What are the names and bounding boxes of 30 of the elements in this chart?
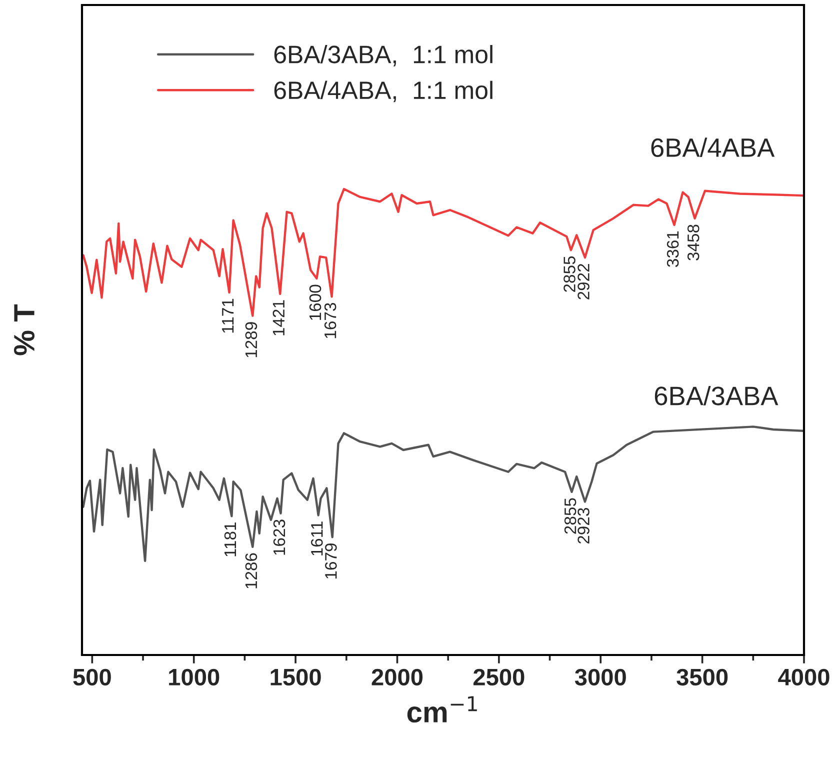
text: 6BA/4ABA: [651, 138, 775, 158]
annotation: 3458: [687, 224, 700, 260]
x-tick-label: 500: [73, 668, 111, 686]
annotation: 3361: [666, 231, 679, 267]
annotation: 2923: [578, 508, 590, 544]
annotation: 1286: [245, 553, 258, 588]
x-tick-label: 2000: [372, 668, 423, 686]
annotation: 1181: [224, 522, 236, 556]
annotation: 2855: [564, 498, 576, 534]
annotation: 6BA/3ABA: [654, 386, 778, 406]
annotation: 1421: [272, 300, 284, 336]
annotation: 1600: [309, 284, 322, 320]
annotation: 2855: [564, 256, 576, 292]
x-tick-label: 4000: [778, 668, 830, 686]
x-tick-label: 1500: [270, 668, 321, 686]
annotation: 1673: [324, 303, 336, 338]
x-tick-label: 1000: [169, 668, 220, 686]
x-tick-label: 3500: [676, 668, 728, 686]
y-axis-title: % T: [14, 304, 35, 356]
annotation: 1611: [311, 522, 323, 556]
x-axis-title: cm$^{−1}$: [407, 696, 477, 723]
annotation: 1289: [245, 322, 258, 358]
annotation: 1623: [273, 520, 286, 555]
x-tick-label: 2500: [473, 668, 524, 686]
x-tick-label: 3000: [574, 668, 626, 686]
annotation: 1679: [325, 543, 337, 579]
annotation: 1171: [222, 298, 234, 333]
legend-label: 6BA/3ABA, 1:1 mol: [274, 45, 492, 66]
annotation: 2922: [578, 264, 590, 300]
legend-label: 6BA/4ABA, 1:1 mol: [274, 80, 492, 102]
